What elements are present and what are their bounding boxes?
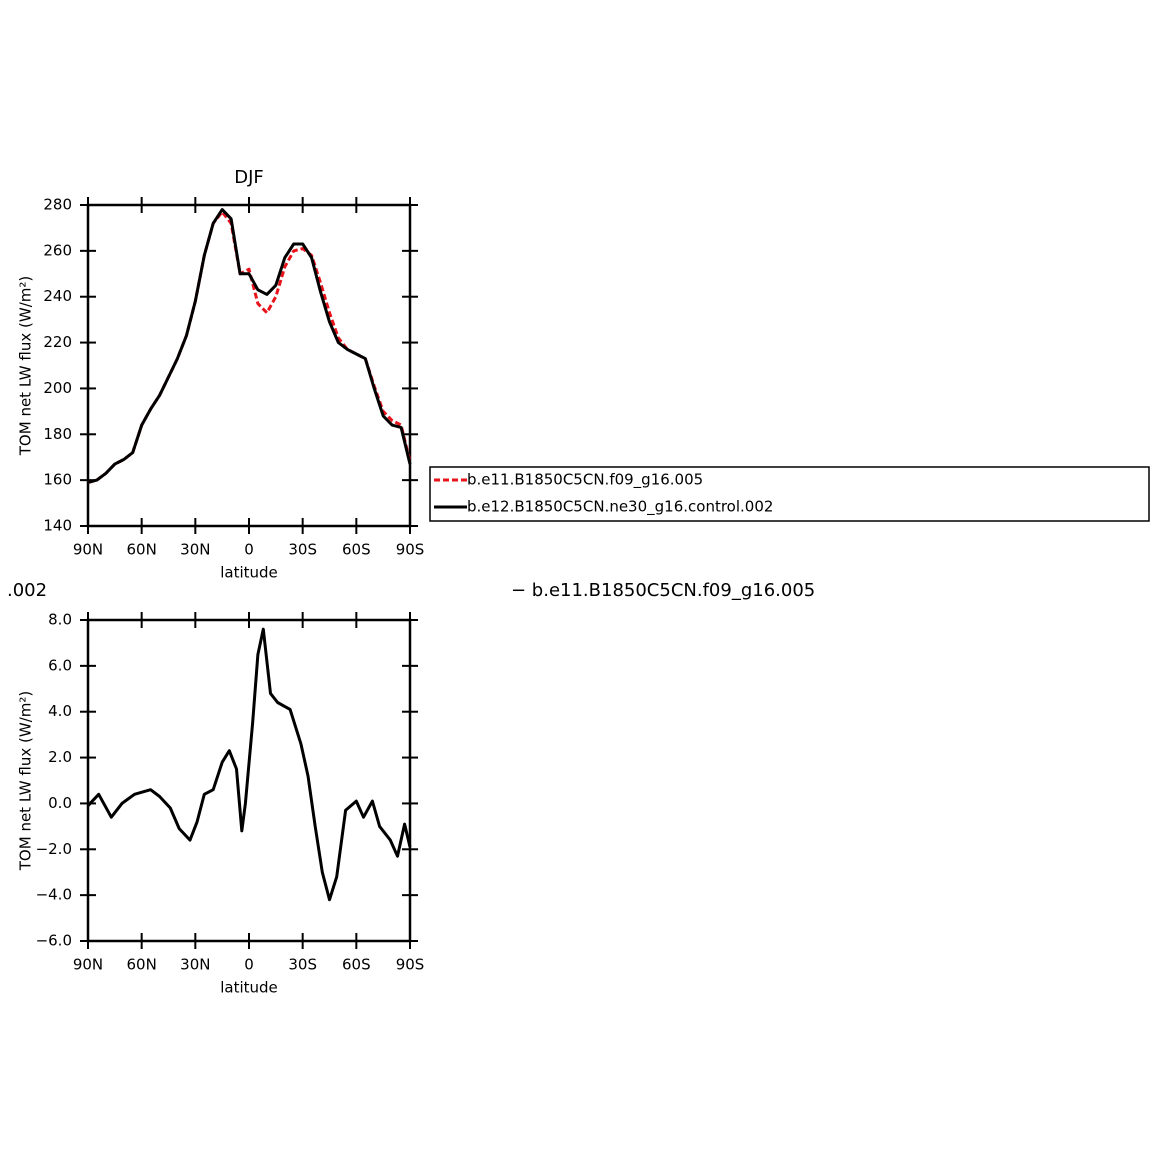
y-tick-label: 160 (43, 471, 72, 489)
x-tick-label: 90S (396, 956, 425, 974)
x-tick-label: 90N (73, 541, 103, 559)
x-tick-label: 90S (396, 541, 425, 559)
y-tick-label: 220 (43, 333, 72, 351)
y-tick-label: −2.0 (36, 840, 72, 858)
y-tick-label: 8.0 (48, 611, 72, 629)
x-tick-label: 60N (127, 956, 157, 974)
y-axis-label: TOM net LW flux (W/m²) (17, 691, 35, 871)
legend-box (429, 466, 1150, 522)
y-tick-label: 2.0 (48, 748, 72, 766)
x-tick-label: 0 (244, 956, 254, 974)
x-tick-label: 60S (342, 956, 371, 974)
x-tick-label: 90N (73, 956, 103, 974)
y-tick-label: 0.0 (48, 794, 72, 812)
plot-frame (86, 203, 412, 528)
x-tick-label: 60S (342, 541, 371, 559)
legend-label: b.e12.B1850C5CN.ne30_g16.control.002 (467, 498, 773, 517)
y-tick-label: 6.0 (48, 656, 72, 674)
y-tick-label: 200 (43, 379, 72, 397)
data-line (86, 627, 412, 902)
y-tick-label: 260 (43, 241, 72, 259)
clipped-text: .002 (7, 580, 47, 601)
x-axis-label: latitude (220, 979, 278, 997)
x-tick-label: 30S (288, 541, 317, 559)
y-tick-label: 140 (43, 517, 72, 535)
y-tick-label: −6.0 (36, 932, 72, 950)
clipped-legend: − b.e11.B1850C5CN.f09_g16.005 (511, 580, 815, 601)
x-axis-label: latitude (220, 564, 278, 582)
plot-frame (86, 618, 412, 943)
y-tick-label: 180 (43, 425, 72, 443)
y-tick-label: 280 (43, 196, 72, 214)
x-tick-label: 30N (180, 956, 210, 974)
x-tick-label: 30N (180, 541, 210, 559)
y-tick-label: 240 (43, 287, 72, 305)
data-line (87, 208, 412, 484)
y-tick-label: 4.0 (48, 702, 72, 720)
y-axis-label: TOM net LW flux (W/m²) (17, 276, 35, 456)
legend-label: b.e11.B1850C5CN.f09_g16.005 (467, 471, 703, 490)
x-tick-label: 30S (288, 956, 317, 974)
chart-title: DJF (234, 167, 264, 188)
y-tick-label: −4.0 (36, 886, 72, 904)
x-tick-label: 0 (244, 541, 254, 559)
x-tick-label: 60N (127, 541, 157, 559)
